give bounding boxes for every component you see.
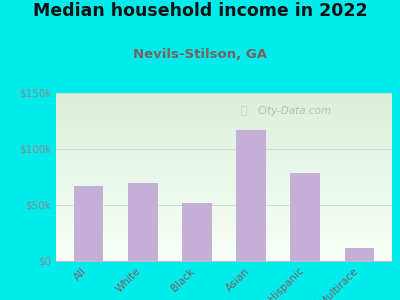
Text: Median household income in 2022: Median household income in 2022: [33, 2, 367, 20]
Bar: [344, 248, 374, 261]
Bar: [128, 183, 158, 261]
Bar: [236, 130, 266, 261]
Bar: [290, 172, 320, 261]
Bar: [74, 186, 104, 261]
Text: Nevils-Stilson, GA: Nevils-Stilson, GA: [133, 48, 267, 61]
Text: ⦿: ⦿: [241, 106, 248, 116]
Text: City-Data.com: City-Data.com: [258, 106, 332, 116]
Bar: [182, 203, 212, 261]
